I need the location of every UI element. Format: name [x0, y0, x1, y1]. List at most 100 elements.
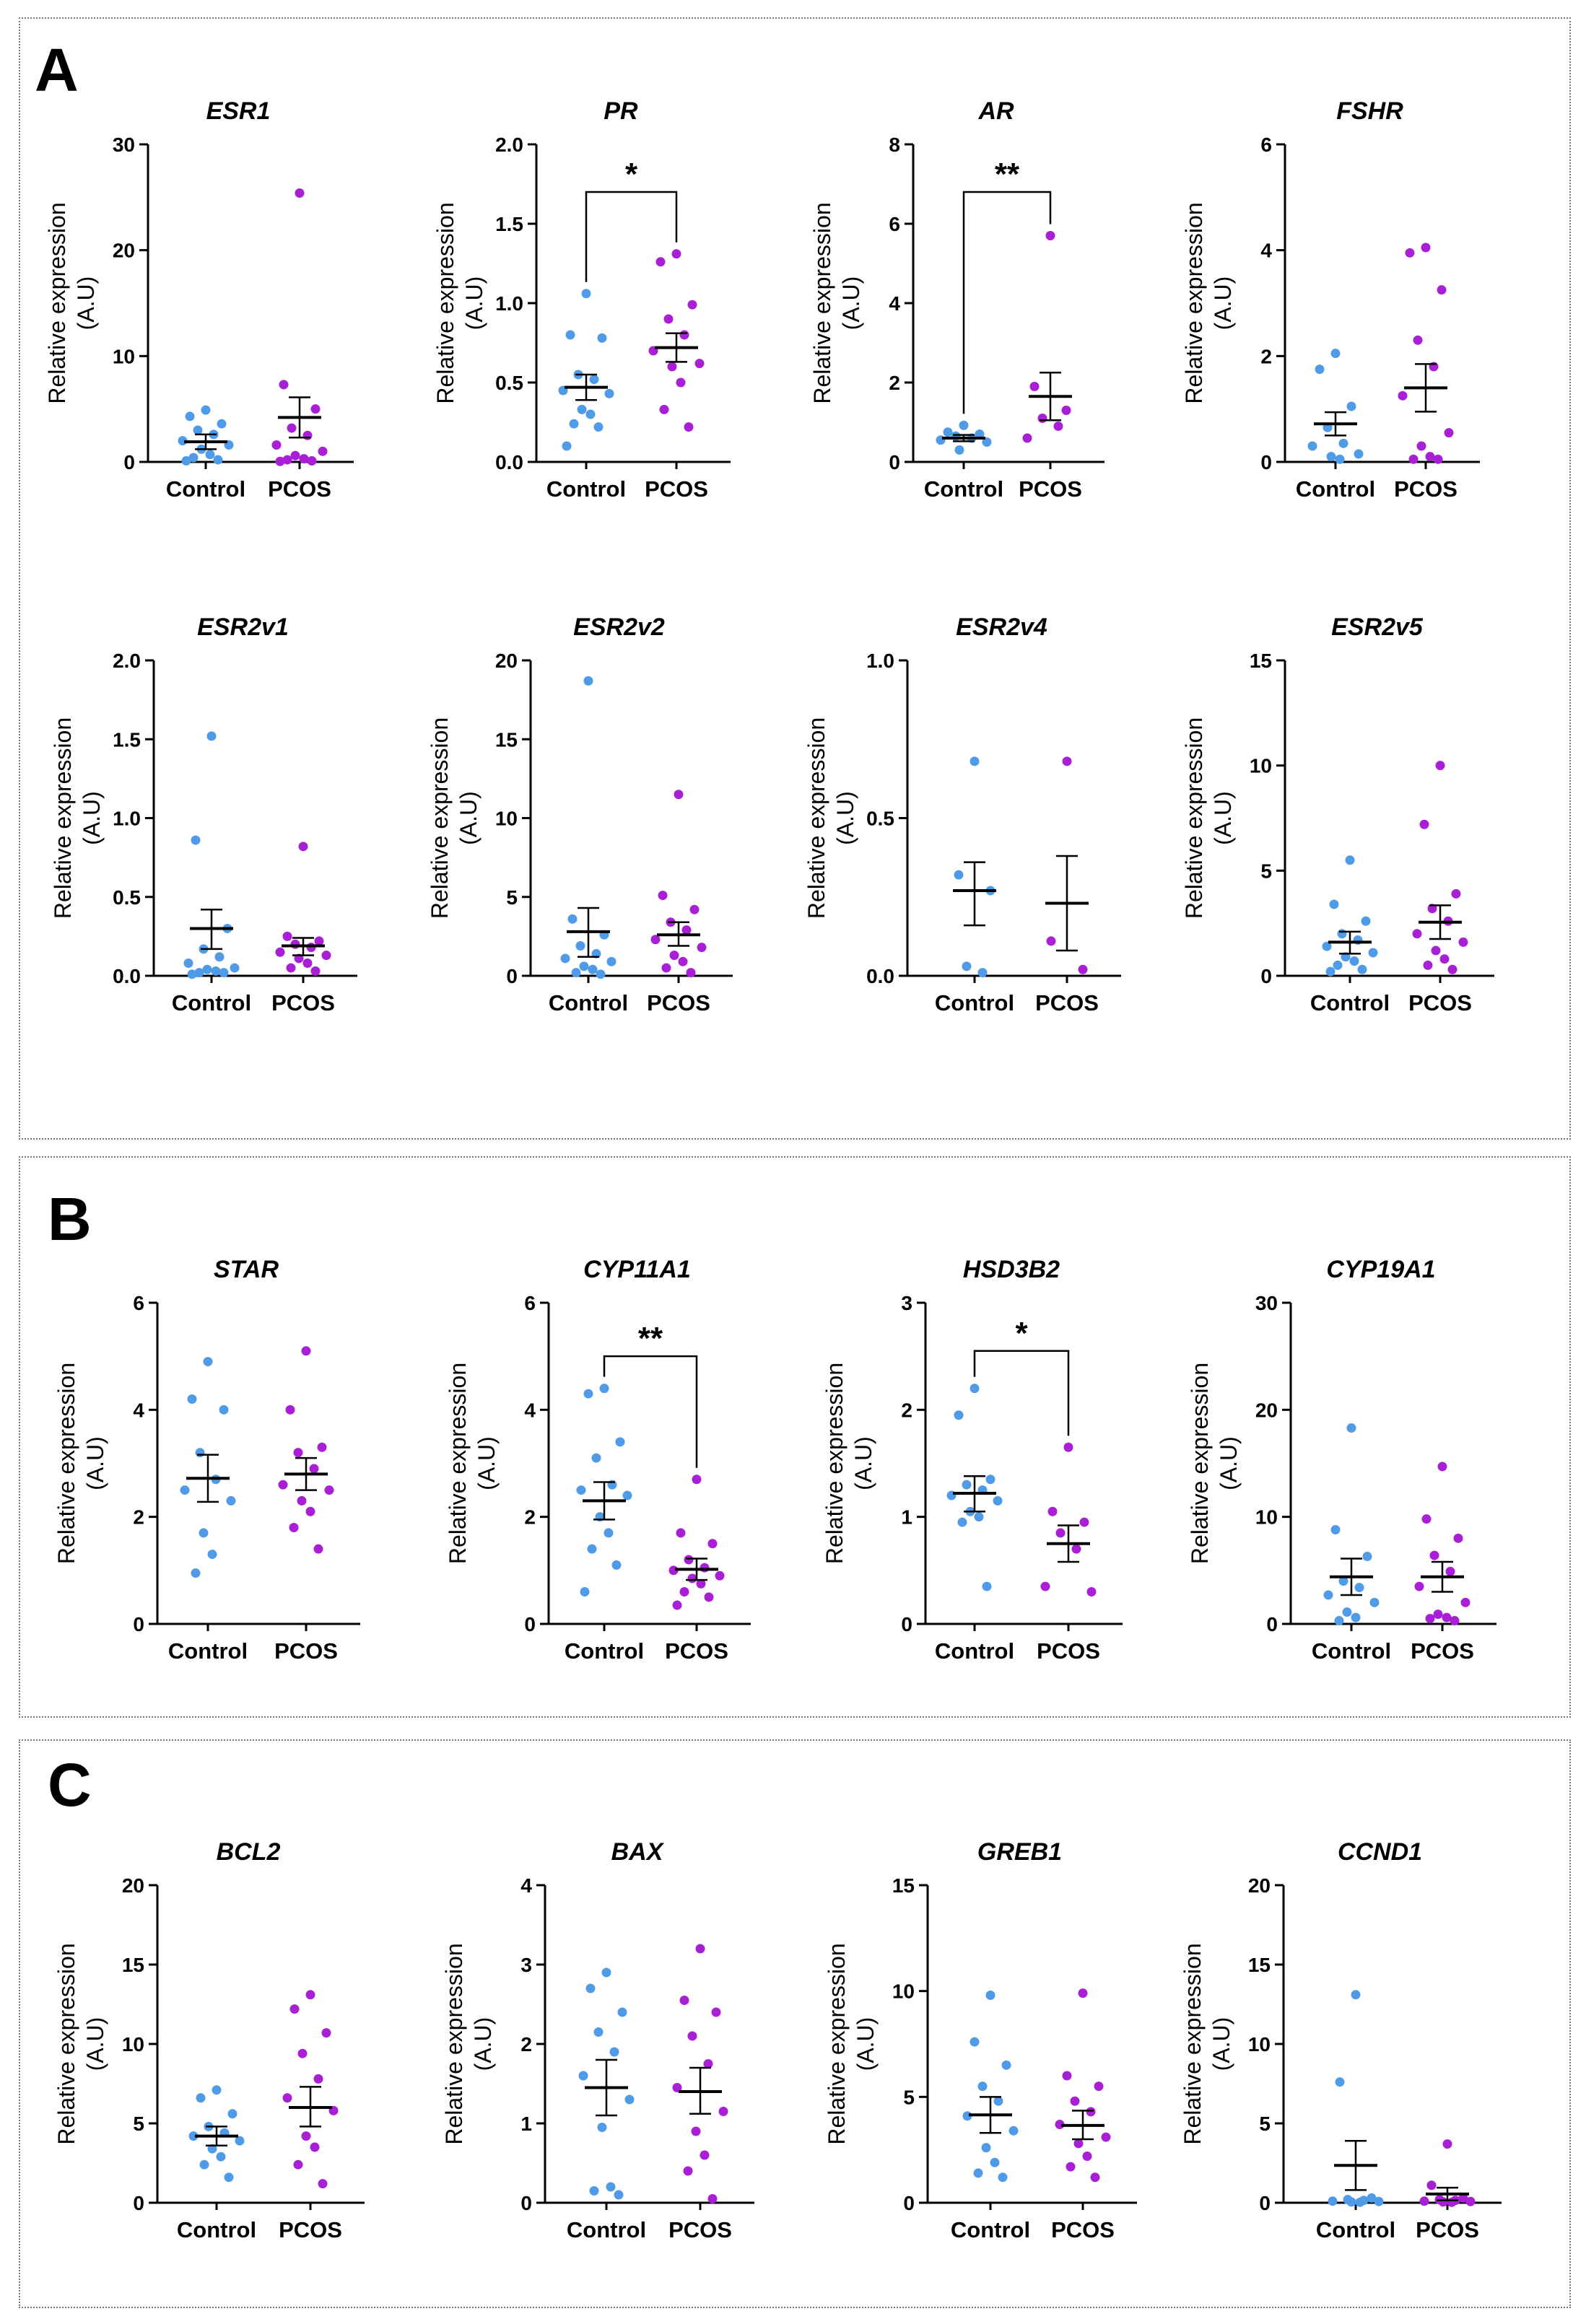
data-point-ar-pcos	[1053, 421, 1063, 431]
data-point-bax-control	[624, 2094, 635, 2105]
y-tick-label-esr1: 10	[113, 345, 135, 367]
data-point-esr2v1-pcos	[290, 939, 300, 949]
data-point-esr2v5-control	[1361, 916, 1371, 926]
data-point-greb1-pcos	[1086, 2107, 1096, 2117]
data-point-pr-control	[593, 422, 604, 432]
data-point-esr2v1-pcos	[310, 966, 321, 976]
x-category-label-esr2v2: PCOS	[647, 990, 710, 1015]
data-point-esr1-control	[185, 411, 195, 421]
y-tick-label-greb1: 5	[903, 2086, 915, 2108]
data-point-greb1-pcos	[1082, 2151, 1092, 2161]
data-point-cyp11a1-pcos	[704, 1592, 714, 1602]
data-point-star-control	[207, 1550, 217, 1560]
y-tick-label-esr2v1: 0.5	[113, 886, 141, 909]
plot-title-cyp19a1: CYP19A1	[1326, 1256, 1435, 1283]
data-point-ccnd1-control	[1355, 2197, 1365, 2207]
data-point-ar-control	[959, 420, 969, 430]
data-point-esr2v2-pcos	[661, 963, 671, 973]
data-point-esr2v1-control	[230, 963, 240, 973]
data-point-bax-pcos	[679, 1996, 689, 2005]
data-point-pr-control	[589, 375, 599, 385]
x-category-label-cyp19a1: Control	[1312, 1638, 1391, 1664]
data-point-fshr-control	[1330, 349, 1341, 359]
data-point-esr1-pcos	[310, 404, 321, 414]
panel-B-border	[19, 1156, 1571, 1718]
data-point-bax-pcos	[703, 2059, 713, 2069]
data-point-greb1-pcos	[1101, 2132, 1111, 2142]
plot-title-ar: AR	[977, 97, 1014, 125]
x-category-label-cyp19a1: PCOS	[1411, 1638, 1474, 1664]
data-point-pr-control	[604, 388, 614, 398]
data-point-ar-control	[943, 427, 953, 437]
data-point-pr-control	[581, 289, 591, 299]
data-point-esr2v5-control	[1337, 929, 1347, 939]
data-point-esr1-pcos	[275, 456, 285, 466]
panel-letter-B: B	[48, 1185, 92, 1253]
data-point-bax-pcos	[711, 2007, 721, 2017]
data-point-greb1-pcos	[1066, 2162, 1076, 2172]
data-point-cyp11a1-pcos	[672, 1600, 682, 1610]
x-category-label-cyp11a1: Control	[565, 1638, 644, 1664]
y-tick-label-bax: 0	[520, 2192, 532, 2214]
plot-pr: PR Relative expression (A.U) 0.0 0.5 1.0 1.5 2.…	[432, 97, 731, 502]
x-category-label-bcl2: PCOS	[279, 2217, 342, 2242]
plot-star: STAR Relative expression (A.U) 0 2 4 6 Control P…	[53, 1256, 360, 1664]
data-point-fshr-control	[1326, 452, 1336, 462]
data-point-esr2v1-control	[183, 958, 193, 969]
data-point-bcl2-pcos	[293, 2159, 303, 2170]
plot-ccnd1: CCND1 Relative expression (A.U) 0 5 10 15 20 Con…	[1180, 1838, 1502, 2242]
data-point-esr1-control	[188, 453, 199, 463]
data-point-greb1-pcos	[1094, 2081, 1104, 2092]
data-point-esr2v2-control	[579, 961, 589, 971]
significance-label-pr: *	[625, 157, 638, 192]
data-point-cyp11a1-pcos	[707, 1539, 718, 1549]
data-point-greb1-control	[1001, 2060, 1011, 2070]
data-point-hsd3b2-control	[962, 1480, 972, 1490]
data-point-pr-pcos	[676, 377, 686, 388]
data-point-cyp11a1-pcos	[676, 1528, 686, 1538]
data-point-cyp11a1-control	[611, 1560, 622, 1570]
data-point-esr2v2-pcos	[658, 891, 668, 901]
y-tick-label-fshr: 6	[1260, 134, 1272, 156]
data-point-esr2v5-control	[1368, 948, 1378, 958]
y-tick-label-bax: 1	[520, 2113, 532, 2135]
data-point-hsd3b2-pcos	[1079, 1517, 1089, 1527]
data-point-cyp19a1-control	[1354, 1583, 1364, 1593]
data-point-esr1-pcos	[299, 454, 309, 464]
y-tick-label-esr2v2: 0	[506, 965, 518, 987]
data-point-greb1-control	[970, 2037, 980, 2047]
y-tick-label-fshr: 0	[1260, 451, 1272, 473]
data-point-hsd3b2-control	[985, 1475, 995, 1485]
data-point-cyp19a1-control	[1323, 1590, 1333, 1600]
data-point-esr2v1-control	[191, 835, 201, 845]
y-axis-title-ccnd1: Relative expression (A.U)	[1180, 1943, 1234, 2144]
y-tick-label-fshr: 2	[1260, 345, 1272, 367]
x-category-label-esr1: Control	[166, 476, 245, 502]
data-point-star-pcos	[289, 1523, 299, 1532]
data-point-esr2v2-control	[588, 964, 598, 974]
data-point-esr1-control	[205, 450, 215, 460]
data-point-cyp19a1-pcos	[1421, 1514, 1432, 1524]
data-point-esr2v5-control	[1333, 960, 1343, 970]
data-point-esr1-pcos	[282, 455, 292, 465]
plot-esr1: ESR1 Relative expression (A.U) 0 10 20 30 Contr…	[44, 97, 354, 502]
y-tick-label-esr2v1: 1.0	[113, 808, 141, 830]
y-tick-label-ar: 6	[889, 213, 900, 235]
data-point-cyp11a1-control	[587, 1544, 597, 1554]
data-point-esr2v5-pcos	[1435, 761, 1445, 771]
data-point-bax-control	[614, 2190, 624, 2200]
data-point-esr2v1-control	[214, 952, 225, 962]
y-tick-label-ccnd1: 5	[1259, 2113, 1271, 2135]
y-tick-label-pr: 0.0	[495, 451, 523, 473]
y-tick-label-cyp19a1: 0	[1266, 1613, 1278, 1635]
y-tick-label-cyp11a1: 0	[524, 1613, 536, 1635]
plot-bcl2: BCL2 Relative expression (A.U) 0 5 10 15 20 Cont…	[53, 1838, 365, 2242]
data-point-ccnd1-pcos	[1447, 2197, 1457, 2207]
significance-label-cyp11a1: **	[638, 1321, 663, 1356]
x-category-label-hsd3b2: Control	[935, 1638, 1014, 1664]
y-tick-label-star: 0	[133, 1613, 144, 1635]
y-tick-label-cyp19a1: 10	[1255, 1506, 1278, 1529]
data-point-ccnd1-pcos	[1442, 2139, 1452, 2149]
